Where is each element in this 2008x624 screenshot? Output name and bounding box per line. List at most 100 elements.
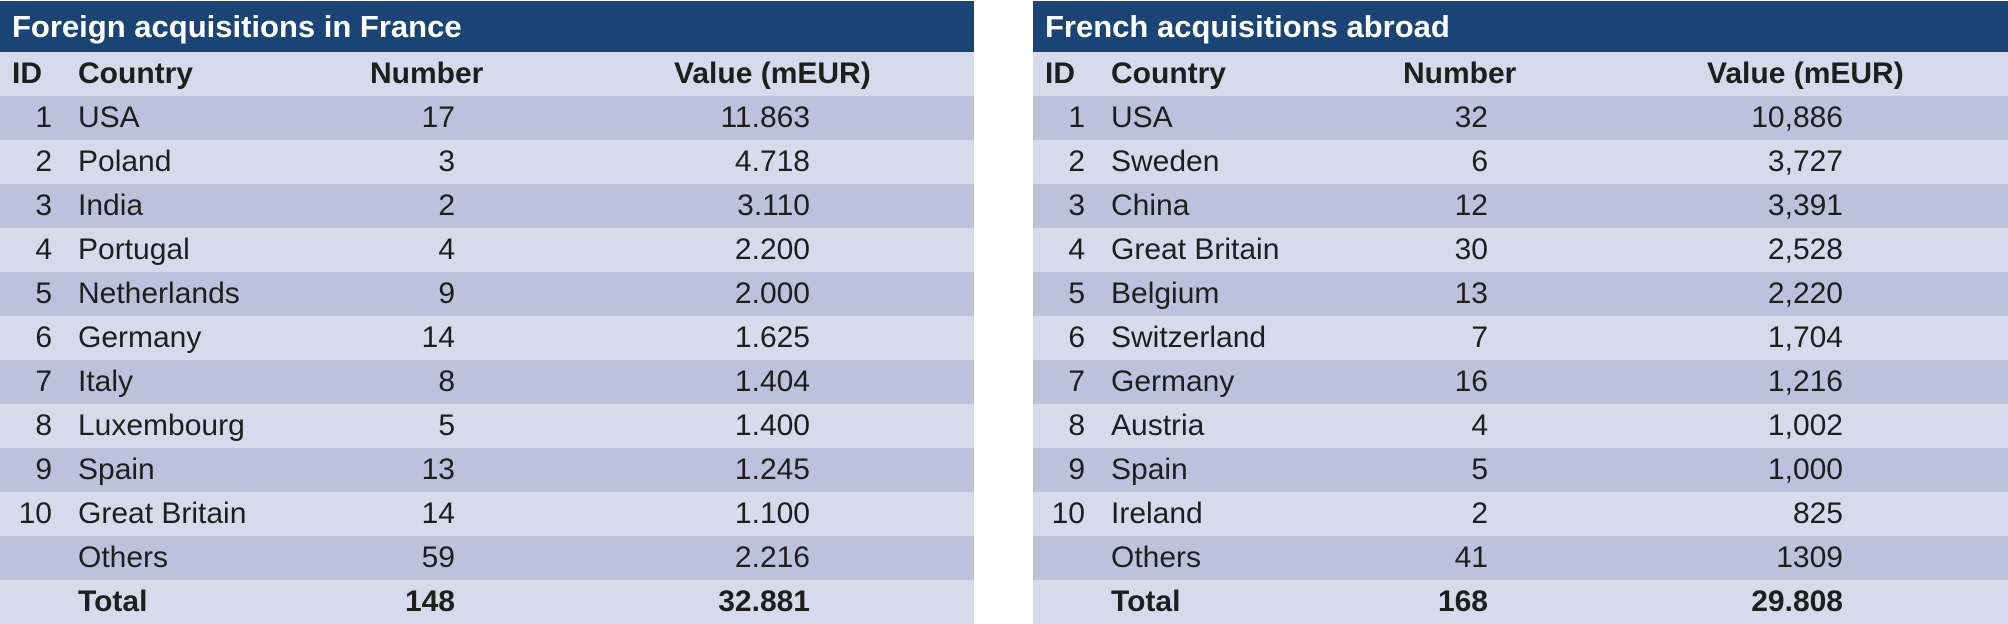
header-value: Value (mEUR) [1707, 57, 1904, 90]
header-id: ID [12, 57, 42, 90]
cell-country: Others [78, 541, 169, 574]
cell-country: Germany [1111, 365, 1235, 398]
cell-id: 4 [1068, 233, 1085, 266]
cell-country: Spain [78, 453, 155, 486]
table-french-acquisitions-abroad: French acquisitions abroad ID Country Nu… [1033, 1, 2008, 624]
table-row: 3 India 2 3.110 [0, 184, 974, 228]
table-row: 8 Austria 4 1,002 [1033, 404, 2008, 448]
cell-id: 2 [35, 145, 52, 178]
cell-id: 1 [1068, 101, 1085, 134]
cell-value: 1,002 [1767, 409, 1843, 442]
cell-id: 9 [1068, 453, 1085, 486]
cell-number: 3 [438, 145, 455, 178]
cell-value: 1.400 [734, 409, 810, 442]
table-row: 7 Italy 8 1.404 [0, 360, 974, 404]
header-id: ID [1045, 57, 1075, 90]
cell-id: 10 [1051, 497, 1085, 530]
table-row: 9 Spain 13 1.245 [0, 448, 974, 492]
total-label: Total [1111, 585, 1181, 618]
table-title: Foreign acquisitions in France [0, 1, 974, 52]
cell-country: Others [1111, 541, 1202, 574]
table-row-others: Others 41 1309 [1033, 536, 2008, 580]
table-row-total: Total 168 29.808 [1033, 580, 2008, 624]
table-row: 4 Portugal 4 2.200 [0, 228, 974, 272]
cell-number: 32 [1454, 101, 1488, 134]
table-title: French acquisitions abroad [1033, 1, 2008, 52]
table-row-total: Total 148 32.881 [0, 580, 974, 624]
cell-number: 16 [1454, 365, 1488, 398]
cell-id: 5 [1068, 277, 1085, 310]
header-number: Number [370, 57, 484, 90]
cell-number: 4 [1471, 409, 1488, 442]
cell-country: China [1111, 189, 1190, 222]
cell-id: 10 [18, 497, 52, 530]
cell-country: Great Britain [1111, 233, 1280, 266]
cell-number: 17 [421, 101, 455, 134]
header-number: Number [1403, 57, 1517, 90]
cell-value: 2,528 [1767, 233, 1843, 266]
cell-country: Luxembourg [78, 409, 245, 442]
table-row: 3 China 12 3,391 [1033, 184, 2008, 228]
header-country: Country [78, 57, 193, 90]
cell-id: 2 [1068, 145, 1085, 178]
table-row: 2 Poland 3 4.718 [0, 140, 974, 184]
cell-value: 4.718 [734, 145, 810, 178]
total-label: Total [78, 585, 148, 618]
cell-country: Sweden [1111, 145, 1220, 178]
header-country: Country [1111, 57, 1226, 90]
cell-number: 2 [1471, 497, 1488, 530]
cell-value: 2.200 [734, 233, 810, 266]
cell-number: 9 [438, 277, 455, 310]
table-row: 1 USA 17 11.863 [0, 96, 974, 140]
cell-number: 12 [1454, 189, 1488, 222]
table-row: 10 Ireland 2 825 [1033, 492, 2008, 536]
cell-value: 1.100 [734, 497, 810, 530]
cell-country: India [78, 189, 144, 222]
table-header-row: ID Country Number Value (mEUR) [1033, 52, 2008, 96]
cell-value: 1.245 [734, 453, 810, 486]
cell-value: 3,727 [1767, 145, 1843, 178]
cell-value: 2.216 [734, 541, 810, 574]
total-value: 29.808 [1751, 585, 1843, 618]
cell-number: 5 [438, 409, 455, 442]
table-row: 1 USA 32 10,886 [1033, 96, 2008, 140]
table-row: 4 Great Britain 30 2,528 [1033, 228, 2008, 272]
cell-value: 2,220 [1767, 277, 1843, 310]
cell-country: Netherlands [78, 277, 240, 310]
cell-country: Portugal [78, 233, 190, 266]
cell-value: 1.625 [734, 321, 810, 354]
cell-id: 4 [35, 233, 52, 266]
cell-id: 3 [35, 189, 52, 222]
cell-country: Germany [78, 321, 202, 354]
cell-id: 7 [35, 365, 52, 398]
cell-country: Italy [78, 365, 134, 398]
cell-id: 3 [1068, 189, 1085, 222]
table-row: 10 Great Britain 14 1.100 [0, 492, 974, 536]
table-row: 9 Spain 5 1,000 [1033, 448, 2008, 492]
table-row: 5 Netherlands 9 2.000 [0, 272, 974, 316]
cell-number: 2 [438, 189, 455, 222]
total-value: 32.881 [718, 585, 810, 618]
cell-number: 5 [1471, 453, 1488, 486]
cell-number: 13 [1454, 277, 1488, 310]
cell-country: Spain [1111, 453, 1188, 486]
cell-number: 4 [438, 233, 455, 266]
cell-number: 41 [1454, 541, 1488, 574]
cell-number: 59 [421, 541, 455, 574]
cell-value: 11.863 [720, 101, 810, 134]
cell-id: 1 [35, 101, 52, 134]
cell-value: 825 [1792, 497, 1843, 530]
cell-value: 1309 [1776, 541, 1843, 574]
cell-country: Ireland [1111, 497, 1203, 530]
cell-value: 1,704 [1767, 321, 1843, 354]
total-number: 168 [1437, 585, 1488, 618]
cell-country: Switzerland [1111, 321, 1267, 354]
cell-value: 3,391 [1767, 189, 1843, 222]
cell-number: 14 [421, 321, 455, 354]
cell-country: USA [1111, 101, 1173, 134]
cell-country: Belgium [1111, 277, 1220, 310]
cell-number: 6 [1471, 145, 1488, 178]
cell-number: 13 [421, 453, 455, 486]
cell-number: 7 [1471, 321, 1488, 354]
table-foreign-acquisitions-in-france: Foreign acquisitions in France ID Countr… [0, 1, 974, 624]
